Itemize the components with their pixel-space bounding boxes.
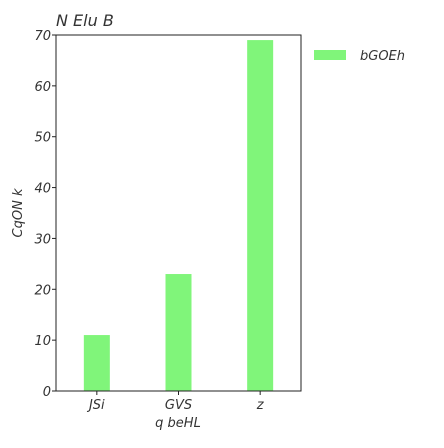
y-tick-label: 10 [34, 334, 51, 349]
y-tick-label: 60 [34, 80, 51, 95]
y-tick-label: 0 [43, 385, 51, 400]
bars-layer [83, 40, 274, 391]
legend: bGOEh [314, 49, 405, 64]
y-tick-label: 50 [34, 131, 51, 146]
bar-z [247, 40, 274, 391]
x-tick-label: z [256, 398, 265, 413]
y-tick-label: 40 [34, 182, 51, 197]
x-tick-label: JSi [86, 398, 105, 413]
legend-label: bGOEh [360, 49, 405, 64]
bar-JSi [83, 335, 110, 391]
x-axis-ticks: JSi GVS z [86, 391, 265, 413]
chart-title: N Elu B [56, 11, 114, 30]
x-tick-label: GVS [165, 398, 192, 413]
bar-GVS [165, 274, 192, 391]
y-tick-label: 30 [34, 232, 51, 247]
x-axis-label: q beHL [155, 416, 201, 431]
y-axis-label: CqON k [11, 188, 26, 237]
y-axis-ticks: 0 10 20 30 40 50 60 70 [34, 29, 56, 400]
legend-swatch [314, 50, 346, 60]
y-tick-label: 70 [34, 29, 51, 44]
y-tick-label: 20 [34, 283, 51, 298]
